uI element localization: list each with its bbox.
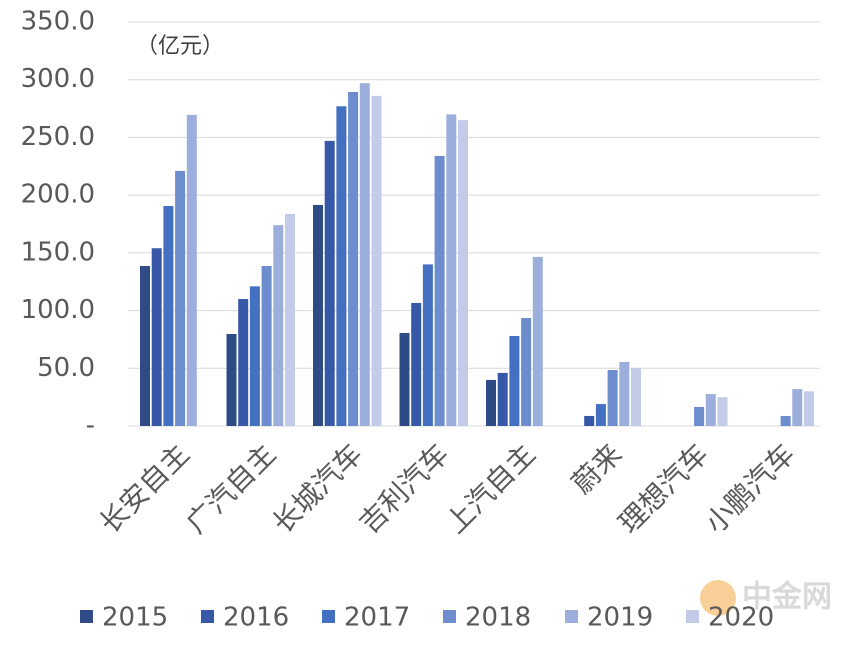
y-tick-label: 50.0 [37, 353, 95, 383]
y-tick-label: 200.0 [21, 180, 95, 210]
bar [261, 266, 272, 426]
bar [804, 391, 814, 426]
bar [434, 155, 445, 426]
bar [313, 204, 323, 426]
bar [336, 106, 347, 427]
bar [631, 368, 641, 426]
y-tick-label: 250.0 [21, 122, 95, 152]
watermark-logo [700, 580, 736, 616]
x-tick-label: 长城汽车 [266, 437, 369, 540]
bar [226, 334, 237, 426]
x-tick-label: 长安自主 [93, 437, 196, 540]
legend-label: 2016 [223, 603, 289, 633]
bar [359, 83, 370, 427]
x-tick-label: 上汽自主 [439, 437, 542, 540]
bar [694, 406, 705, 426]
legend-swatch [80, 610, 93, 623]
y-tick-label: 100.0 [21, 295, 95, 325]
legend-label: 2017 [344, 603, 410, 633]
bar [422, 264, 433, 426]
bar [717, 397, 728, 426]
y-tick-label: - [86, 411, 95, 441]
bar [595, 404, 606, 426]
bar [186, 114, 197, 427]
bar [273, 225, 284, 426]
y-axis-label: （亿元） [136, 34, 224, 59]
bar [371, 95, 382, 427]
bar [238, 299, 249, 426]
bar [705, 394, 716, 426]
bar [619, 361, 630, 426]
legend-swatch [565, 610, 578, 623]
bar [607, 370, 618, 426]
bar [780, 415, 791, 426]
bar [446, 114, 457, 426]
legend-swatch [686, 610, 699, 623]
y-tick-label: 300.0 [21, 64, 95, 94]
bar [163, 205, 174, 426]
x-tick-label: 蔚来 [565, 437, 628, 500]
bar [348, 91, 359, 427]
bar [532, 256, 543, 426]
bar [249, 286, 260, 426]
bar [521, 317, 532, 426]
y-tick-label: 150.0 [21, 237, 95, 267]
legend-label: 2019 [587, 603, 653, 633]
y-tick-label: 350.0 [21, 7, 95, 37]
bar [792, 389, 803, 426]
bar [285, 213, 295, 426]
bar [411, 302, 422, 426]
legend-swatch [201, 610, 214, 623]
bar [497, 372, 508, 426]
bar [151, 248, 162, 426]
bar [324, 140, 335, 427]
bar [140, 266, 150, 426]
bar [509, 335, 520, 426]
watermark: 中金网 [742, 580, 832, 615]
bar [175, 170, 186, 426]
legend-label: 2020 [708, 603, 774, 633]
bar [399, 332, 410, 426]
x-tick-label: 吉利汽车 [353, 437, 456, 540]
legend-label: 2015 [102, 603, 168, 633]
bar [584, 415, 595, 426]
legend-swatch [443, 610, 456, 623]
legend-swatch [322, 610, 335, 623]
x-tick-label: 理想汽车 [612, 437, 715, 540]
x-tick-label: 小鹏汽车 [699, 437, 802, 540]
bar [458, 120, 468, 426]
x-tick-label: 广汽自主 [180, 437, 283, 540]
legend-label: 2018 [465, 603, 531, 633]
bar [486, 379, 496, 426]
